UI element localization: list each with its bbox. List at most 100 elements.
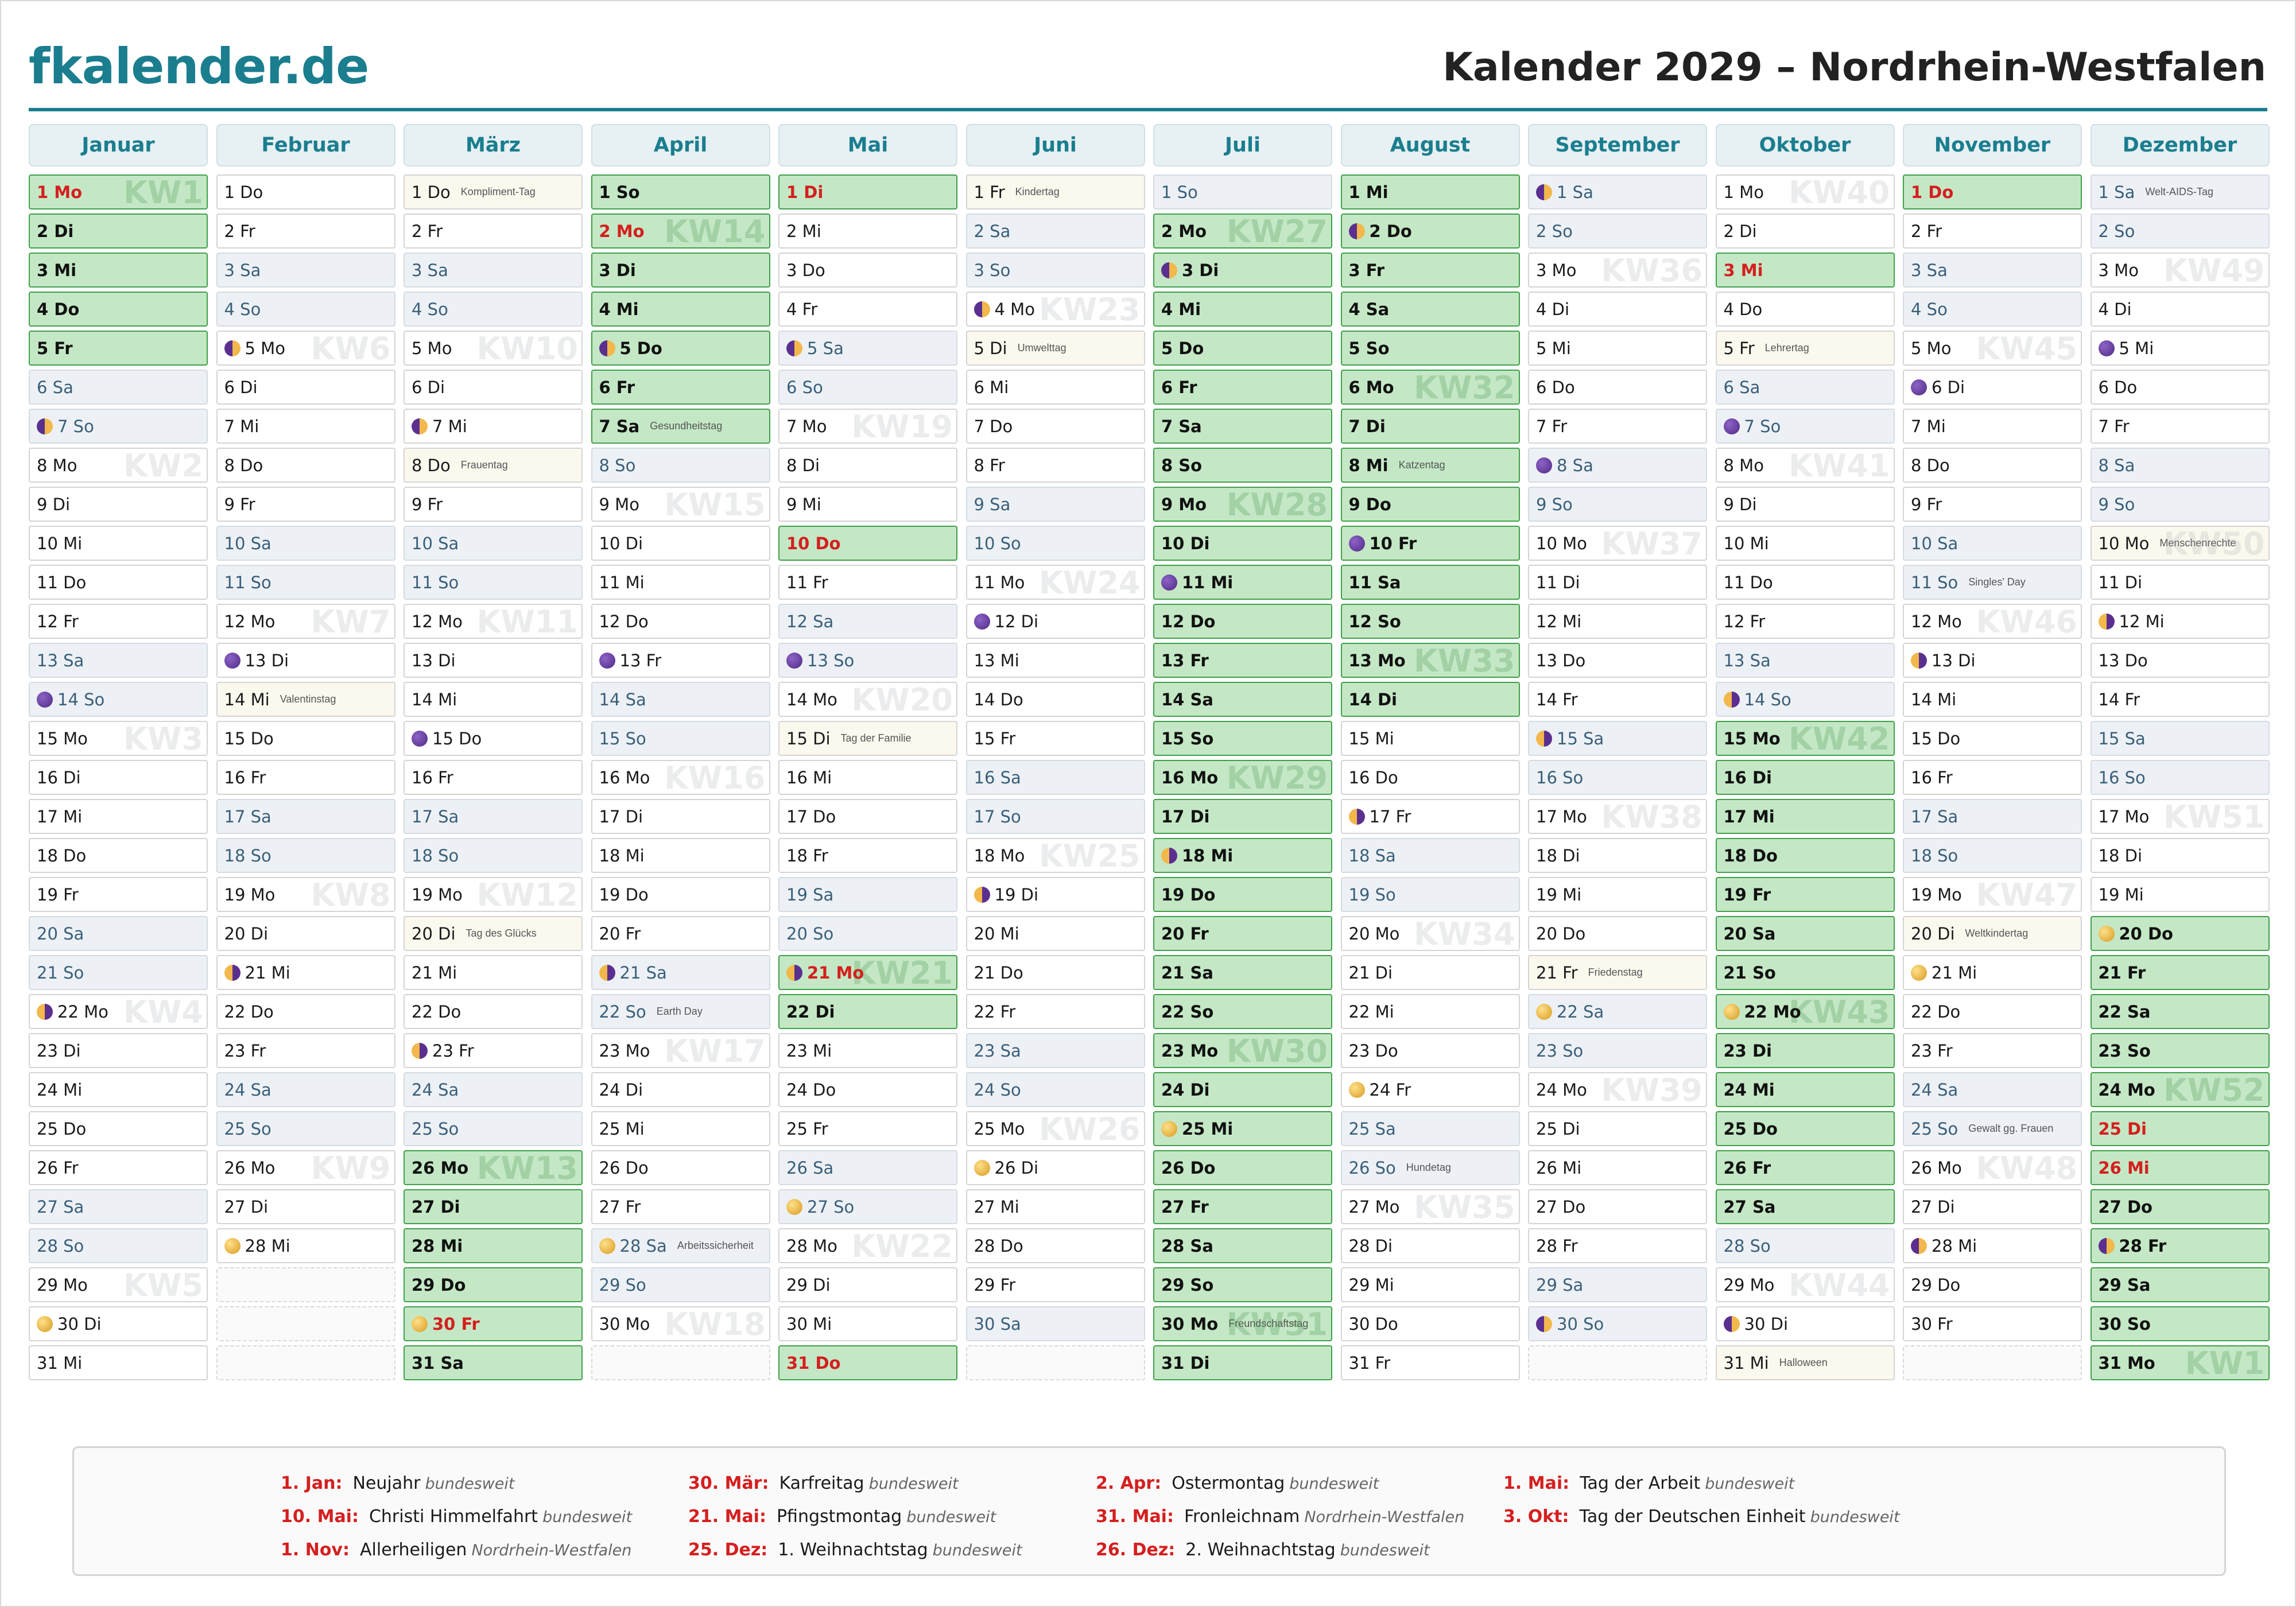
day-cell[interactable]: KW48 26 Mo [1903, 1150, 2082, 1185]
day-cell[interactable]: 8 Fr [965, 448, 1145, 483]
day-cell[interactable]: 22 Do [404, 994, 583, 1029]
day-cell[interactable]: 4 So [404, 292, 583, 327]
day-cell[interactable]: 4 Di [2090, 292, 2270, 327]
day-cell[interactable]: 27 Di [216, 1189, 395, 1224]
day-cell[interactable]: 29 Sa [2090, 1267, 2270, 1302]
day-cell[interactable]: 2 Fr [404, 214, 583, 249]
day-cell[interactable]: KW13 26 Mo [404, 1150, 583, 1185]
day-cell[interactable]: KW28 9 Mo [1153, 487, 1332, 522]
day-cell[interactable]: 25 Do [1715, 1111, 1895, 1146]
day-cell[interactable]: 31 Sa [404, 1345, 583, 1380]
day-cell[interactable]: 6 Mi [965, 370, 1145, 405]
day-cell[interactable]: KW46 12 Mo [1903, 604, 2082, 639]
day-cell[interactable]: 21 So [29, 955, 208, 990]
day-cell[interactable]: 23 So [2090, 1033, 2270, 1068]
day-cell[interactable]: 2 Sa [965, 214, 1145, 249]
day-cell[interactable]: 25 Di [1528, 1111, 1707, 1146]
day-cell[interactable]: 2 Fr [1903, 214, 2082, 249]
day-cell[interactable]: KW34 20 Mo [1340, 916, 1520, 951]
day-cell[interactable]: 19 Mi [1528, 877, 1707, 912]
site-logo[interactable]: fkalender.de [29, 38, 369, 95]
day-cell[interactable]: 13 Fr [1153, 643, 1332, 678]
day-cell[interactable]: KW1 31 Mo [2090, 1345, 2270, 1380]
day-cell[interactable]: 4 Sa [1340, 292, 1520, 327]
day-cell[interactable]: 11 Mi [1153, 565, 1332, 600]
day-cell[interactable]: KW40 1 Mo [1715, 174, 1895, 209]
day-cell[interactable]: 19 Fr [1715, 877, 1895, 912]
day-cell[interactable]: 1 Sa [1528, 174, 1707, 209]
day-cell[interactable]: 30 Do [1340, 1306, 1520, 1341]
day-cell[interactable]: 8 Do [216, 448, 395, 483]
day-cell[interactable]: 3 Fr [1340, 253, 1520, 288]
day-cell[interactable]: KW35 27 Mo [1340, 1189, 1520, 1224]
day-cell[interactable]: KW29 16 Mo [1153, 760, 1332, 795]
day-cell[interactable]: KW4 22 Mo [29, 994, 208, 1029]
day-cell[interactable]: 2 Do [1340, 214, 1520, 249]
day-cell[interactable]: 31 Mi [29, 1345, 208, 1380]
day-cell[interactable]: 18 Fr [778, 838, 957, 873]
day-cell[interactable]: 22 Do [216, 994, 395, 1029]
day-cell[interactable]: 28 So [29, 1228, 208, 1263]
day-cell[interactable]: 28 Mi [216, 1228, 395, 1263]
day-cell[interactable]: 25 Di [2090, 1111, 2270, 1146]
day-cell[interactable]: 14 Mi [404, 682, 583, 717]
day-cell[interactable]: 21 Mi [404, 955, 583, 990]
day-cell[interactable]: 1 Mi [1340, 174, 1520, 209]
day-cell[interactable]: 31 Fr [1340, 1345, 1520, 1380]
day-cell[interactable]: 18 Sa [1340, 838, 1520, 873]
day-cell[interactable]: 3 Sa [1903, 253, 2082, 288]
day-cell[interactable]: 14 Di [1340, 682, 1520, 717]
day-cell[interactable]: 30 Di [29, 1306, 208, 1341]
day-cell[interactable]: 1 So [591, 174, 770, 209]
day-cell[interactable]: 5 Mi [2090, 331, 2270, 366]
day-cell[interactable]: 15 Mi [1340, 721, 1520, 756]
day-cell[interactable]: 1 So [1153, 174, 1332, 209]
day-cell[interactable]: 6 Di [1903, 370, 2082, 405]
day-cell[interactable]: 7 So [29, 409, 208, 444]
day-cell[interactable]: 2 Di [1715, 214, 1895, 249]
day-cell[interactable]: 6 Fr [591, 370, 770, 405]
day-cell[interactable]: 19 So [1340, 877, 1520, 912]
day-cell[interactable]: 1 Do [216, 174, 395, 209]
day-cell[interactable]: 3 So [965, 253, 1145, 288]
day-cell[interactable]: 24 Fr [1340, 1072, 1520, 1107]
day-cell[interactable]: 23 Sa [965, 1033, 1145, 1068]
day-cell[interactable]: 5 Fr Lehrertag [1715, 331, 1895, 366]
day-cell[interactable]: 25 Fr [778, 1111, 957, 1146]
day-cell[interactable]: 28 Fr [1528, 1228, 1707, 1263]
day-cell[interactable]: 8 So [591, 448, 770, 483]
day-cell[interactable]: 6 Sa [1715, 370, 1895, 405]
day-cell[interactable]: 21 Fr [2090, 955, 2270, 990]
day-cell[interactable]: 15 Do [1903, 721, 2082, 756]
day-cell[interactable]: 19 Do [591, 877, 770, 912]
day-cell[interactable]: 28 Do [965, 1228, 1145, 1263]
day-cell[interactable]: 24 Di [1153, 1072, 1332, 1107]
day-cell[interactable]: 10 Fr [1340, 526, 1520, 561]
day-cell[interactable]: 17 Sa [1903, 799, 2082, 834]
day-cell[interactable]: 21 Sa [1153, 955, 1332, 990]
day-cell[interactable]: 13 Sa [29, 643, 208, 678]
day-cell[interactable]: 13 Di [404, 643, 583, 678]
day-cell[interactable]: 19 Sa [778, 877, 957, 912]
day-cell[interactable]: 2 Mi [778, 214, 957, 249]
day-cell[interactable]: 2 Fr [216, 214, 395, 249]
day-cell[interactable]: 14 Do [965, 682, 1145, 717]
day-cell[interactable]: 9 Mi [778, 487, 957, 522]
day-cell[interactable]: 5 Do [1153, 331, 1332, 366]
day-cell[interactable]: 11 So [216, 565, 395, 600]
day-cell[interactable]: 11 Di [1528, 565, 1707, 600]
day-cell[interactable]: 7 Mi [216, 409, 395, 444]
day-cell[interactable]: 2 So [1528, 214, 1707, 249]
day-cell[interactable]: 16 So [2090, 760, 2270, 795]
day-cell[interactable]: 29 Sa [1528, 1267, 1707, 1302]
day-cell[interactable]: KW17 23 Mo [591, 1033, 770, 1068]
day-cell[interactable]: 24 Do [778, 1072, 957, 1107]
day-cell[interactable]: 27 So [778, 1189, 957, 1224]
day-cell[interactable]: KW41 8 Mo [1715, 448, 1895, 483]
day-cell[interactable]: 7 Mi [404, 409, 583, 444]
day-cell[interactable]: 21 So [1715, 955, 1895, 990]
day-cell[interactable]: KW21 21 Mo [778, 955, 957, 990]
day-cell[interactable]: 21 Fr Friedenstag [1528, 955, 1707, 990]
day-cell[interactable]: KW50 10 Mo Menschenrechte [2090, 526, 2270, 561]
day-cell[interactable]: 6 Fr [1153, 370, 1332, 405]
